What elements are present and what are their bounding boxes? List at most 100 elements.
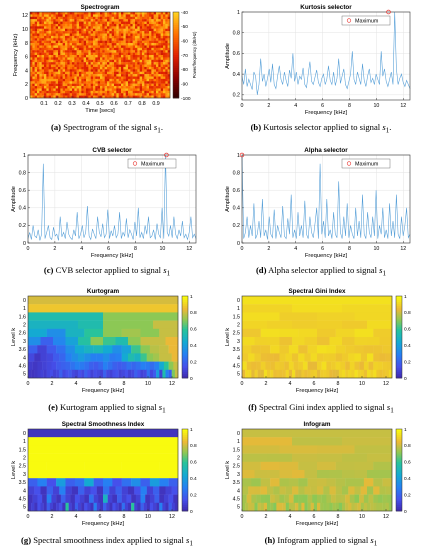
spectrogram-cell (41, 78, 45, 82)
spectrogram-cell (74, 35, 77, 39)
spectrogram-cell (74, 21, 77, 25)
heatmap-cell (382, 369, 386, 379)
spectrogram-cell (51, 38, 54, 41)
spectrogram-cell (83, 14, 87, 17)
spectrogram-cell (90, 38, 94, 41)
spectrogram-cell (130, 78, 133, 82)
spectrogram-cell (111, 16, 115, 20)
spectrogram-cell (53, 95, 56, 99)
spectrogram-cell (156, 55, 159, 58)
heatmap-cell (109, 369, 113, 379)
spectrogram-cell (114, 81, 117, 84)
colorbar-cell (182, 363, 188, 367)
heatmap-cell (121, 328, 141, 338)
heatmap-cell (131, 345, 141, 354)
heatmap-cell (342, 337, 355, 346)
spectrogram-cell (149, 74, 152, 77)
spectrogram-cell (69, 23, 73, 27)
spectrogram-cell (79, 52, 82, 56)
y-tick-label: 1 (23, 439, 26, 445)
spectrogram-cell (76, 57, 80, 60)
y-tick-label: 3.6 (19, 347, 26, 353)
spectrogram-cell (58, 52, 61, 56)
spectrogram-cell (37, 95, 40, 99)
colorbar-cell (396, 339, 402, 342)
spectrogram-cell (88, 35, 91, 39)
caption-label: (b) (250, 122, 262, 132)
heatmap-cell (40, 502, 44, 512)
spectrogram-cell (74, 88, 77, 92)
spectrogram-cell (62, 55, 66, 58)
spectrogram-cell (163, 78, 166, 82)
spectrogram-cell (123, 59, 126, 63)
spectrogram-cell (65, 95, 68, 99)
spectrogram-cell (55, 40, 59, 44)
x-tick-label: 10 (373, 246, 379, 252)
heatmap-cell (304, 502, 308, 512)
heatmap-cell (345, 478, 355, 487)
heatmap-cell (276, 369, 280, 379)
spectrogram-cell (149, 12, 152, 15)
spectrogram-cell (123, 55, 126, 58)
spectrogram-cell (60, 38, 63, 41)
spectrogram-cell (156, 26, 159, 29)
spectrogram-cell (46, 74, 49, 77)
heatmap-cell (103, 470, 116, 479)
spectrogram-cell (142, 59, 145, 63)
spectrogram-cell (135, 71, 138, 75)
spectrogram-cell (88, 78, 91, 82)
spectrogram-cell (41, 14, 45, 17)
heatmap-cell (56, 494, 62, 503)
heatmap-cell (329, 470, 343, 479)
spectrogram-cell (107, 71, 110, 75)
spectrogram-cell (100, 35, 103, 39)
spectrogram-cell (83, 66, 87, 70)
x-axis-label: Frequency [kHz] (296, 388, 339, 394)
spectrogram-cell (114, 43, 117, 46)
heatmap-cell (246, 361, 252, 370)
spectrogram-cell (83, 45, 87, 49)
spectrogram-cell (95, 86, 98, 89)
heatmap-cell (382, 502, 386, 512)
colorbar-cell (173, 91, 179, 95)
spectrogram-cell (44, 64, 47, 68)
heatmap-cell (351, 502, 355, 512)
spectrogram-cell (163, 64, 166, 68)
heatmap-cell (373, 353, 380, 362)
heatmap-cell (103, 369, 107, 379)
heatmap-cell (363, 478, 374, 487)
spectrogram-cell (123, 43, 126, 46)
heatmap-cell (317, 478, 327, 487)
spectrogram-cell (97, 40, 101, 44)
spectrogram-cell (116, 66, 119, 70)
heatmap-cell (360, 502, 365, 512)
heatmap-cell (103, 461, 122, 471)
spectrogram-cell (76, 55, 80, 58)
spectrogram-cell (114, 59, 117, 63)
spectrogram-cell (83, 52, 87, 56)
spectrogram-cell (76, 83, 80, 87)
colorbar-tick-label: 0.4 (404, 476, 411, 482)
spectrogram-cell (37, 81, 40, 84)
spectrogram-cell (90, 64, 94, 68)
spectrogram-cell (69, 66, 73, 70)
spectrogram-cell (167, 31, 171, 34)
heatmap-cell (74, 502, 79, 512)
heatmap-cell (168, 494, 174, 503)
spectrogram-cell (111, 86, 115, 89)
spectrogram-cell (55, 50, 59, 53)
spectrogram-cell (149, 83, 152, 87)
y-tick-label: 0.2 (233, 93, 240, 99)
spectrogram-cell (116, 93, 119, 96)
heatmap-cell (112, 369, 116, 379)
spectrogram-cell (32, 93, 35, 96)
y-tick-label: 0.6 (19, 188, 26, 194)
spectrogram-cell (111, 88, 115, 92)
spectrogram-cell (151, 57, 154, 60)
heatmap-cell (265, 361, 271, 370)
y-tick-label: 1 (23, 153, 26, 159)
spectrogram-cell (146, 26, 150, 29)
spectrogram-cell (37, 76, 40, 80)
spectrogram-cell (46, 57, 49, 60)
spectrogram-cell (34, 33, 38, 37)
